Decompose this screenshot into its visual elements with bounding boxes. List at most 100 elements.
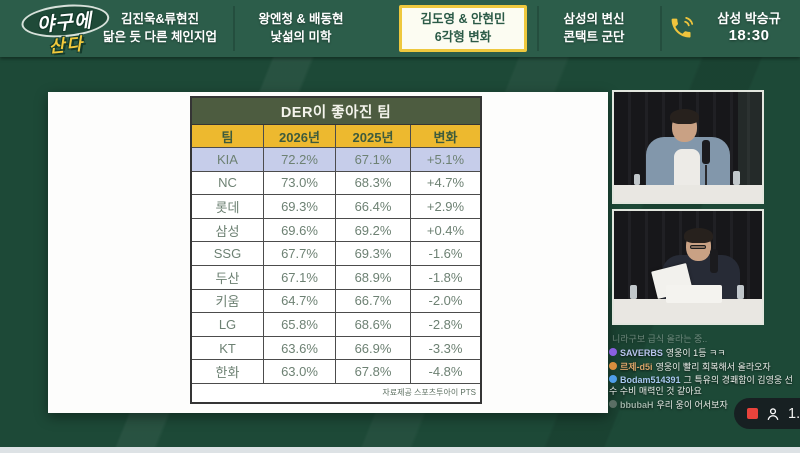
- table-row: KT 63.6% 66.9% -3.3%: [192, 336, 480, 361]
- microphone-stand: [705, 165, 707, 185]
- chat-text: 영웅이 빨리 회복해서 올라오자: [655, 361, 771, 372]
- chat-text: 그 특유의 경쾌함이 김영웅 선수 수비 매력인 것 같아요: [609, 375, 793, 397]
- chat-username: bbubaH: [620, 399, 654, 410]
- player-bottom-strip: [0, 447, 800, 453]
- cell-change: +0.4%: [426, 222, 465, 238]
- chat-overlay[interactable]: 니라구보 급식 올라는 중.. SAVERBS 영웅이 1등 ㅋㅋ 르제-d5i 영…: [609, 334, 798, 411]
- topic-tab-4[interactable]: 삼성의 변신 콘택트 군단: [543, 0, 645, 57]
- chat-username: 르제-d5i: [620, 361, 653, 372]
- table-row: 키움 64.7% 66.7% -2.0%: [192, 289, 480, 314]
- cell-2025: 66.4%: [336, 195, 411, 218]
- cell-change: +4.7%: [426, 175, 465, 191]
- topic-tab-4-line2: 콘택트 군단: [563, 29, 625, 44]
- chat-avatar-icon: [609, 399, 617, 408]
- cell-team: KIA: [192, 148, 264, 171]
- topic-tab-1-line2: 닮은 듯 다른 체인지업: [103, 29, 217, 44]
- cell-2026: 64.7%: [264, 289, 336, 313]
- topic-tab-2-line1: 왕엔청 & 배동현: [258, 12, 344, 26]
- chat-avatar-icon: [609, 347, 617, 356]
- cell-change: +5.1%: [426, 151, 465, 167]
- host-hair: [670, 109, 699, 124]
- studio-desk: [614, 185, 762, 202]
- cell-team: 롯데: [192, 195, 264, 218]
- cell-2025: 69.2%: [336, 218, 411, 242]
- microphone-shape: [702, 140, 710, 164]
- table-row: 롯데 69.3% 66.4% +2.9%: [192, 195, 480, 219]
- cell-team: SSG: [192, 242, 264, 265]
- chat-avatar-icon: [609, 361, 617, 370]
- host-hair: [684, 228, 713, 243]
- cell-2025: 68.9%: [336, 265, 411, 289]
- cell-2025: 68.6%: [336, 313, 411, 336]
- viewer-count: 1.3: [788, 405, 800, 422]
- topic-tab-2[interactable]: 왕엔청 & 배동현 낯섦의 미학: [236, 0, 366, 57]
- studio-desk: [614, 299, 762, 323]
- cell-team: 한화: [192, 360, 264, 383]
- table-row: 두산 67.1% 68.9% -1.8%: [192, 265, 480, 290]
- cell-2025: 67.8%: [336, 360, 411, 383]
- record-icon: [747, 408, 758, 419]
- caller-label: 삼성 박승규 18:30: [703, 11, 795, 46]
- chat-message: bbubaH 우리 웅이 어서보자: [609, 399, 798, 411]
- topic-tab-active-line1: 김도영 & 안현민: [420, 12, 506, 26]
- chat-list: 니라구보 급식 올라는 중.. SAVERBS 영웅이 1등 ㅋㅋ 르제-d5i 영…: [609, 334, 798, 411]
- cell-2025: 67.1%: [336, 148, 411, 171]
- phone-icon: [671, 17, 694, 38]
- column-header-team: 팀: [192, 125, 264, 147]
- chat-username: SAVERBS: [620, 347, 663, 358]
- microphone-shape: [710, 249, 718, 273]
- table-body: KIA 72.2% 67.1% +5.1% NC 73.0% 68.3% +4.…: [192, 148, 480, 384]
- table-row: 한화 63.0% 67.8% -4.8%: [192, 360, 480, 384]
- cell-change: -1.8%: [428, 269, 463, 285]
- cell-team: LG: [192, 313, 264, 336]
- chat-text: 니라구보 급식 올라는 중..: [612, 334, 708, 344]
- chat-message: 니라구보 급식 올라는 중..: [609, 334, 798, 345]
- table-row: LG 65.8% 68.6% -2.8%: [192, 313, 480, 337]
- chat-username: Bodam514391: [620, 375, 681, 386]
- water-bottle: [733, 171, 740, 185]
- table-row: 삼성 69.6% 69.2% +0.4%: [192, 218, 480, 243]
- header-divider: [537, 6, 539, 51]
- caller-name: 삼성 박승규: [717, 11, 781, 26]
- webcam-feed-1: [612, 90, 764, 204]
- table-source: 자료제공 스포츠투아이 PTS: [382, 388, 476, 398]
- topic-tab-1[interactable]: 김진욱&류현진 닮은 듯 다른 체인지업: [85, 0, 235, 57]
- cell-2026: 65.8%: [264, 313, 336, 336]
- cell-2026: 67.7%: [264, 242, 336, 265]
- cell-2026: 73.0%: [264, 171, 336, 195]
- cell-2026: 63.0%: [264, 360, 336, 383]
- table-row: NC 73.0% 68.3% +4.7%: [192, 171, 480, 196]
- caller-info: 삼성 박승규 18:30: [668, 0, 795, 57]
- table-header-row: 팀 2026년 2025년 변화: [192, 125, 480, 148]
- cell-change: -3.3%: [428, 340, 463, 356]
- cell-team: 키움: [192, 289, 264, 313]
- person-icon: [767, 407, 779, 420]
- laptop-shape: [666, 285, 722, 303]
- cell-2025: 68.3%: [336, 171, 411, 195]
- cell-change: -4.8%: [428, 364, 463, 380]
- cell-2026: 72.2%: [264, 148, 336, 171]
- chat-text: 우리 웅이 어서보자: [656, 399, 728, 410]
- studio-wall: [738, 92, 762, 202]
- topic-tab-active[interactable]: 김도영 & 안현민 6각형 변화: [399, 5, 527, 52]
- cell-team: 두산: [192, 265, 264, 289]
- cell-change: -2.8%: [428, 316, 463, 332]
- column-header-2025: 2025년: [336, 125, 411, 147]
- cell-change: -2.0%: [428, 293, 463, 309]
- webcam-feed-2: [612, 209, 764, 325]
- header-divider: [660, 6, 662, 51]
- topic-tab-1-line1: 김진욱&류현진: [120, 12, 200, 26]
- cell-team: NC: [192, 171, 264, 195]
- topic-tab-4-line1: 삼성의 변신: [563, 12, 625, 26]
- water-bottle: [634, 174, 640, 185]
- host-shirt: [674, 149, 700, 187]
- cell-change: +2.9%: [426, 198, 465, 214]
- table-title: DER이 좋아진 팀: [192, 98, 480, 125]
- cell-2026: 67.1%: [264, 265, 336, 289]
- topic-tab-active-line2: 6각형 변화: [434, 29, 492, 44]
- der-table: DER이 좋아진 팀 팀 2026년 2025년 변화 KIA 72.2% 67…: [190, 96, 482, 404]
- cell-2026: 69.3%: [264, 195, 336, 218]
- chat-text: 영웅이 1등 ㅋㅋ: [665, 347, 726, 358]
- cell-2025: 66.9%: [336, 336, 411, 360]
